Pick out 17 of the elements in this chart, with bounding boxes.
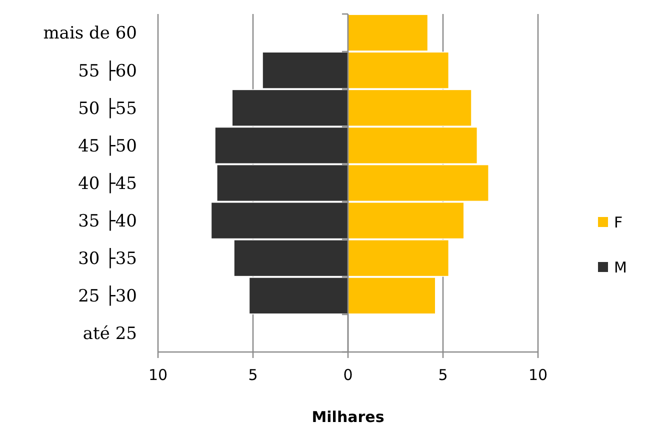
y-tick-label: 35 ├40 bbox=[78, 210, 137, 232]
y-tick-label: 50 ├55 bbox=[78, 98, 137, 119]
y-tick-label: 55 ├60 bbox=[78, 60, 137, 82]
x-tick-label: 0 bbox=[343, 366, 353, 384]
x-tick-label: 10 bbox=[528, 366, 548, 384]
y-tick-label: 40 ├45 bbox=[78, 172, 137, 194]
x-tick-label: 5 bbox=[248, 366, 258, 384]
x-tick-label: 5 bbox=[438, 366, 448, 384]
y-tick-label: 30 ├35 bbox=[78, 248, 137, 270]
legend-label: F bbox=[614, 213, 623, 232]
y-tick-label: até 25 bbox=[82, 324, 137, 344]
legend-label: M bbox=[614, 258, 627, 276]
y-tick-label: mais de 60 bbox=[43, 24, 137, 44]
x-tick-label: 10 bbox=[148, 366, 168, 384]
y-tick-label: 25 ├30 bbox=[78, 286, 137, 307]
x-axis-title: Milhares bbox=[312, 408, 384, 426]
y-tick-label: 45 ├50 bbox=[78, 135, 137, 156]
